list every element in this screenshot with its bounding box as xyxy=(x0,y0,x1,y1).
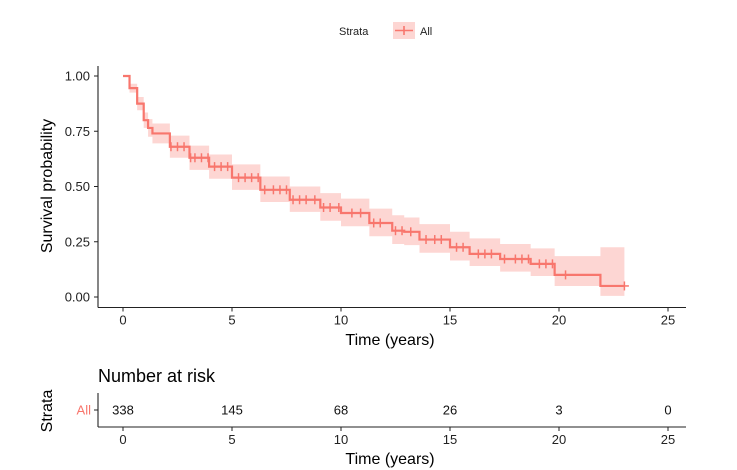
x-tick-label: 20 xyxy=(552,432,566,447)
risk-value: 145 xyxy=(221,403,243,418)
risk-table: Number at risk Strata All 338 145 68 26 3 0 0… xyxy=(39,366,686,468)
x-tick-label: 0 xyxy=(119,313,126,328)
risk-values: 338 145 68 26 3 0 xyxy=(112,403,671,418)
survival-curve-all xyxy=(123,74,625,288)
risk-table-ylabel: Strata xyxy=(39,390,56,433)
x-tick-label: 15 xyxy=(443,432,457,447)
legend-entry-all: All xyxy=(420,26,432,38)
risk-value: 26 xyxy=(443,403,457,418)
x-tick-label: 10 xyxy=(334,313,348,328)
risk-row-label: All xyxy=(77,403,92,418)
risk-value: 68 xyxy=(334,403,348,418)
confidence-band xyxy=(123,76,625,296)
y-tick-label: 1.00 xyxy=(65,69,90,84)
legend: Strata All xyxy=(339,22,432,39)
x-tick-label: 25 xyxy=(661,313,675,328)
y-tick-label: 0.00 xyxy=(65,290,90,305)
ci-band-all xyxy=(123,76,625,296)
y-tick-label: 0.25 xyxy=(65,234,90,249)
x-tick-label: 20 xyxy=(552,313,566,328)
risk-x-axis-title: Time (years) xyxy=(345,451,434,468)
x-tick-label: 15 xyxy=(443,313,457,328)
y-axis-ticks: 0.00 0.25 0.50 0.75 1.00 xyxy=(65,69,98,305)
y-axis-title: Survival probability xyxy=(39,119,56,253)
risk-value: 0 xyxy=(664,403,671,418)
x-axis-ticks: 0 5 10 15 20 25 xyxy=(119,307,675,328)
y-tick-label: 0.50 xyxy=(65,179,90,194)
x-tick-label: 5 xyxy=(228,313,235,328)
x-tick-label: 10 xyxy=(334,432,348,447)
x-axis-title: Time (years) xyxy=(345,332,434,349)
risk-x-axis-ticks: 0 5 10 15 20 25 xyxy=(119,427,675,447)
y-tick-label: 0.75 xyxy=(65,124,90,139)
survival-curve-layer xyxy=(123,74,625,288)
censor-marks xyxy=(170,142,629,291)
x-tick-label: 0 xyxy=(119,432,126,447)
legend-title: Strata xyxy=(339,26,369,38)
risk-table-title: Number at risk xyxy=(98,366,216,386)
x-tick-label: 25 xyxy=(661,432,675,447)
x-tick-label: 5 xyxy=(228,432,235,447)
risk-value: 3 xyxy=(555,403,562,418)
risk-value: 338 xyxy=(112,403,134,418)
